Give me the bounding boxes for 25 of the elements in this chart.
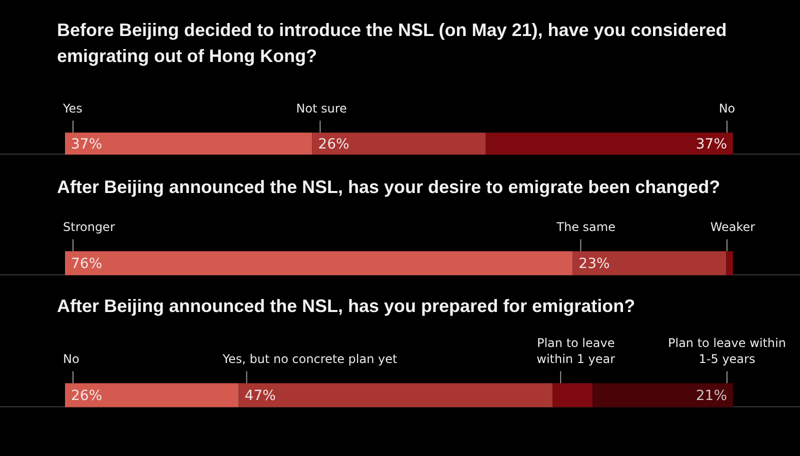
bar xyxy=(238,383,553,408)
series-label: Weaker xyxy=(710,220,756,234)
data-label: 26% xyxy=(318,136,350,153)
data-label: 47% xyxy=(244,388,276,404)
series-label: Yes xyxy=(62,102,82,116)
series-label: Plan to leave within 1-5 years xyxy=(668,336,786,366)
data-label: 21% xyxy=(696,388,727,404)
series-label: Stronger xyxy=(63,220,115,234)
series-label: Yes, but no concrete plan yet xyxy=(222,352,398,366)
series-label: No xyxy=(63,352,80,366)
series-label: The same xyxy=(556,220,616,234)
data-label: 37% xyxy=(71,136,102,153)
bar xyxy=(65,383,239,408)
series-label: Not sure xyxy=(296,102,347,116)
bar xyxy=(552,383,593,408)
data-label: 23% xyxy=(578,256,610,272)
series-label: Plan to leave within 1 year xyxy=(536,336,616,366)
data-label: 76% xyxy=(71,256,102,272)
chart-title: After Beijing announced the NSL, has your desire to emigrate been changed? xyxy=(57,177,720,197)
chart-title: After Beijing announced the NSL, has you prepared for emigration? xyxy=(57,296,636,316)
data-label: 37% xyxy=(696,136,727,153)
data-label: 26% xyxy=(71,388,102,404)
chart-title: Before Beijing decided to introduce the NSL (on May 21), have you considered emigrating out of Hong Kong? xyxy=(57,20,727,66)
bar xyxy=(592,383,733,408)
series-label: No xyxy=(718,102,736,116)
